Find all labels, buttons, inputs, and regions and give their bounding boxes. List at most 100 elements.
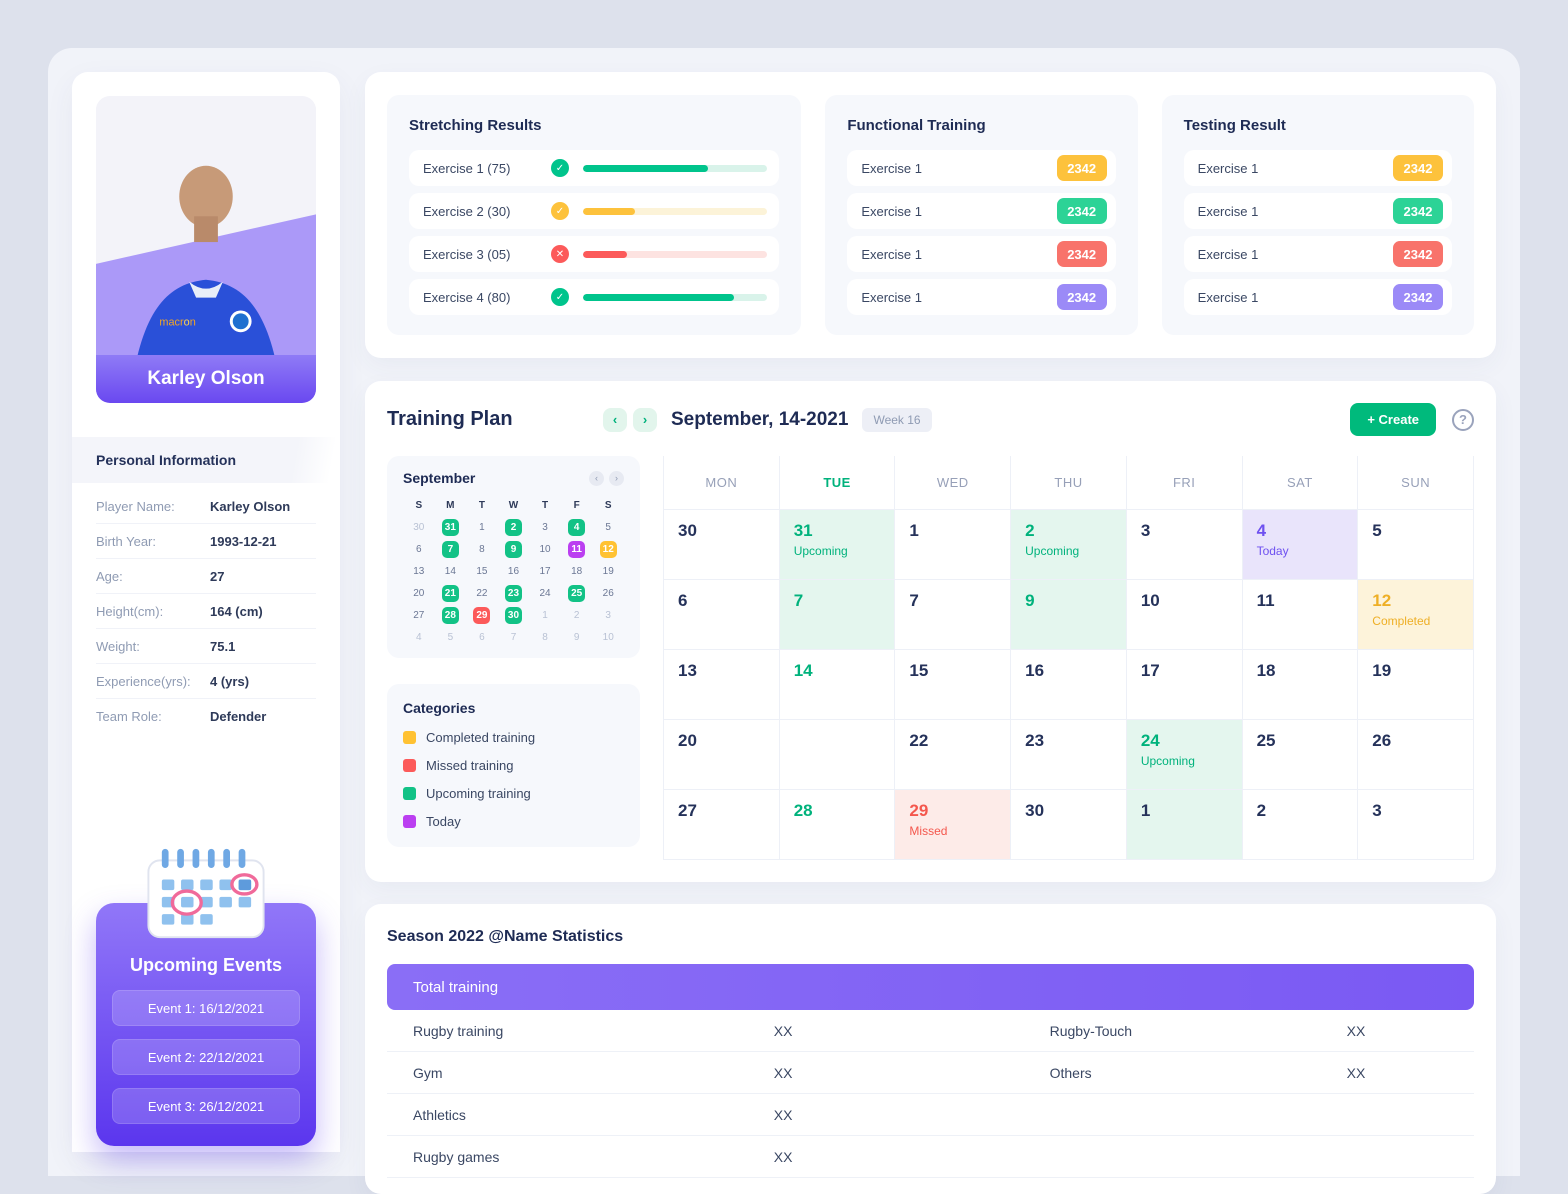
mini-cal-day[interactable]: 24 xyxy=(539,588,551,599)
mini-cal-day[interactable]: 5 xyxy=(605,522,611,533)
calendar-day-cell[interactable]: 15 xyxy=(895,650,1012,720)
stat-label: Others xyxy=(1049,1064,1092,1081)
calendar-day-cell[interactable]: 30 xyxy=(1011,790,1127,860)
mini-cal-day[interactable]: 4 xyxy=(568,519,586,536)
day-tag: Upcoming xyxy=(1025,544,1080,558)
calendar-day-cell[interactable]: 17 xyxy=(1126,650,1243,720)
mini-cal-day[interactable]: 1 xyxy=(542,610,548,621)
calendar-day-cell[interactable]: 10 xyxy=(1126,580,1243,650)
training-plan-title: Training Plan xyxy=(387,408,513,430)
calendar-day-cell[interactable]: 1 xyxy=(895,510,1012,580)
mini-cal-day[interactable]: 9 xyxy=(504,541,522,558)
mini-cal-day[interactable]: 30 xyxy=(504,607,522,624)
calendar-day-cell[interactable]: 22 xyxy=(895,720,1012,790)
mini-cal-day[interactable]: 17 xyxy=(539,566,551,577)
day-number: 14 xyxy=(793,661,813,680)
mini-cal-day[interactable]: 22 xyxy=(476,588,488,599)
svg-text:macron: macron xyxy=(159,316,195,328)
calendar-day-cell[interactable]: 12 Completed xyxy=(1358,580,1474,650)
calendar-day-cell[interactable]: 29 Missed xyxy=(895,790,1012,860)
mini-cal-day[interactable]: 2 xyxy=(504,519,522,536)
calendar-day-cell[interactable]: 6 xyxy=(664,580,780,650)
calendar-day-cell[interactable]: 27 xyxy=(664,790,780,860)
mini-cal-day[interactable]: 8 xyxy=(479,544,485,555)
mini-cal-day[interactable]: 15 xyxy=(476,566,488,577)
mini-cal-day[interactable]: 12 xyxy=(599,541,617,558)
mini-next-button[interactable]: › xyxy=(609,470,624,486)
calendar-day-cell[interactable]: 25 xyxy=(1242,720,1359,790)
mini-cal-day[interactable]: 2 xyxy=(573,610,580,621)
calendar-day-cell[interactable]: 1 xyxy=(1126,790,1243,860)
next-week-button[interactable]: › xyxy=(633,407,657,432)
mini-calendar-grid: S M T W T F S 30 31 1 2 3 4 5 6 7 8 9 10 11 12 13 14 15 16 17 18 19… xyxy=(403,497,624,646)
calendar-day-cell[interactable]: 18 xyxy=(1242,650,1359,720)
mini-cal-day[interactable]: 25 xyxy=(568,585,586,602)
mini-cal-day[interactable]: 16 xyxy=(507,566,520,577)
event-item[interactable]: Event 1: 16/12/2021 xyxy=(112,990,300,1026)
calendar-day-cell[interactable]: 14 xyxy=(779,650,896,720)
calendar-day-cell[interactable]: 3 xyxy=(1358,790,1474,860)
mini-cal-day[interactable]: 6 xyxy=(479,632,485,643)
calendar-day-cell[interactable]: 13 xyxy=(664,650,780,720)
mini-cal-day[interactable]: 18 xyxy=(571,566,583,577)
mini-cal-day[interactable]: 6 xyxy=(416,544,422,555)
mini-cal-day[interactable]: 4 xyxy=(416,632,422,643)
mini-cal-day[interactable]: 1 xyxy=(479,522,485,533)
create-button[interactable]: + Create xyxy=(1350,403,1436,436)
sidebar: macron CA Karley Olson Personal Informat… xyxy=(72,72,340,1152)
mini-cal-day[interactable]: 3 xyxy=(542,522,548,533)
event-item[interactable]: Event 3: 26/12/2021 xyxy=(112,1088,300,1124)
category-label: Upcoming training xyxy=(426,786,531,801)
mini-cal-day[interactable]: 7 xyxy=(441,541,459,558)
mini-cal-day[interactable]: 23 xyxy=(504,585,522,602)
mini-cal-day[interactable]: 14 xyxy=(444,566,456,577)
calendar-day-cell[interactable]: 7 xyxy=(779,580,896,650)
prev-week-button[interactable]: ‹ xyxy=(603,407,627,432)
calendar-day-cell[interactable]: 16 xyxy=(1011,650,1127,720)
mini-cal-day[interactable]: 7 xyxy=(510,632,517,643)
mini-cal-day[interactable]: 30 xyxy=(413,522,425,533)
calendar-day-cell[interactable]: 3 xyxy=(1126,510,1243,580)
help-icon[interactable]: ? xyxy=(1452,408,1474,431)
category-item: Missed training xyxy=(403,758,624,773)
event-item[interactable]: Event 2: 22/12/2021 xyxy=(112,1039,300,1075)
calendar-day-cell[interactable]: 5 xyxy=(1358,510,1474,580)
calendar-day-cell[interactable]: 4 Today xyxy=(1242,510,1359,580)
mini-cal-day[interactable]: 10 xyxy=(602,632,614,643)
mini-cal-day[interactable]: 29 xyxy=(473,607,491,624)
mini-cal-day[interactable]: 9 xyxy=(573,632,580,643)
mini-cal-day[interactable]: 5 xyxy=(447,632,454,643)
calendar-day-cell[interactable]: 26 xyxy=(1358,720,1474,790)
mini-cal-day[interactable]: 28 xyxy=(441,607,459,624)
mini-cal-day[interactable]: 11 xyxy=(568,541,586,558)
calendar-day-cell[interactable]: 23 xyxy=(1011,720,1127,790)
personal-info-row: Team Role: Defender xyxy=(96,699,316,733)
day-number: 28 xyxy=(793,801,813,820)
calendar-day-cell[interactable]: 31 Upcoming xyxy=(779,510,896,580)
calendar-day-cell[interactable]: 20 xyxy=(664,720,780,790)
calendar-day-cell[interactable]: 24 Upcoming xyxy=(1126,720,1243,790)
mini-cal-day[interactable]: 26 xyxy=(602,588,614,599)
mini-prev-button[interactable]: ‹ xyxy=(589,470,604,486)
calendar-day-cell[interactable]: 2 Upcoming xyxy=(1011,510,1127,580)
calendar-day-cell[interactable]: 9 xyxy=(1011,580,1127,650)
mini-cal-day[interactable]: 27 xyxy=(413,610,425,621)
calendar-day-cell[interactable]: 2 xyxy=(1242,790,1359,860)
day-number: 31 xyxy=(793,521,813,540)
mini-cal-day[interactable]: 10 xyxy=(539,544,551,555)
calendar-day-cell[interactable]: 7 xyxy=(895,580,1012,650)
calendar-day-cell[interactable]: 30 xyxy=(664,510,780,580)
day-number: 26 xyxy=(1372,731,1392,750)
calendar-day-cell[interactable]: 11 xyxy=(1242,580,1359,650)
calendar-day-cell[interactable]: 19 xyxy=(1358,650,1474,720)
stat-label: Gym xyxy=(413,1064,443,1081)
mini-cal-day[interactable]: 3 xyxy=(605,610,611,621)
calendar-day-cell[interactable]: 28 xyxy=(779,790,896,860)
mini-cal-day[interactable]: 21 xyxy=(441,585,459,602)
mini-cal-day[interactable]: 13 xyxy=(413,566,425,577)
mini-cal-day[interactable]: 19 xyxy=(602,566,614,577)
mini-cal-day[interactable]: 31 xyxy=(441,519,459,536)
mini-cal-day[interactable]: 8 xyxy=(542,632,548,643)
calendar-day-cell[interactable] xyxy=(779,720,896,790)
mini-cal-day[interactable]: 20 xyxy=(413,588,425,599)
